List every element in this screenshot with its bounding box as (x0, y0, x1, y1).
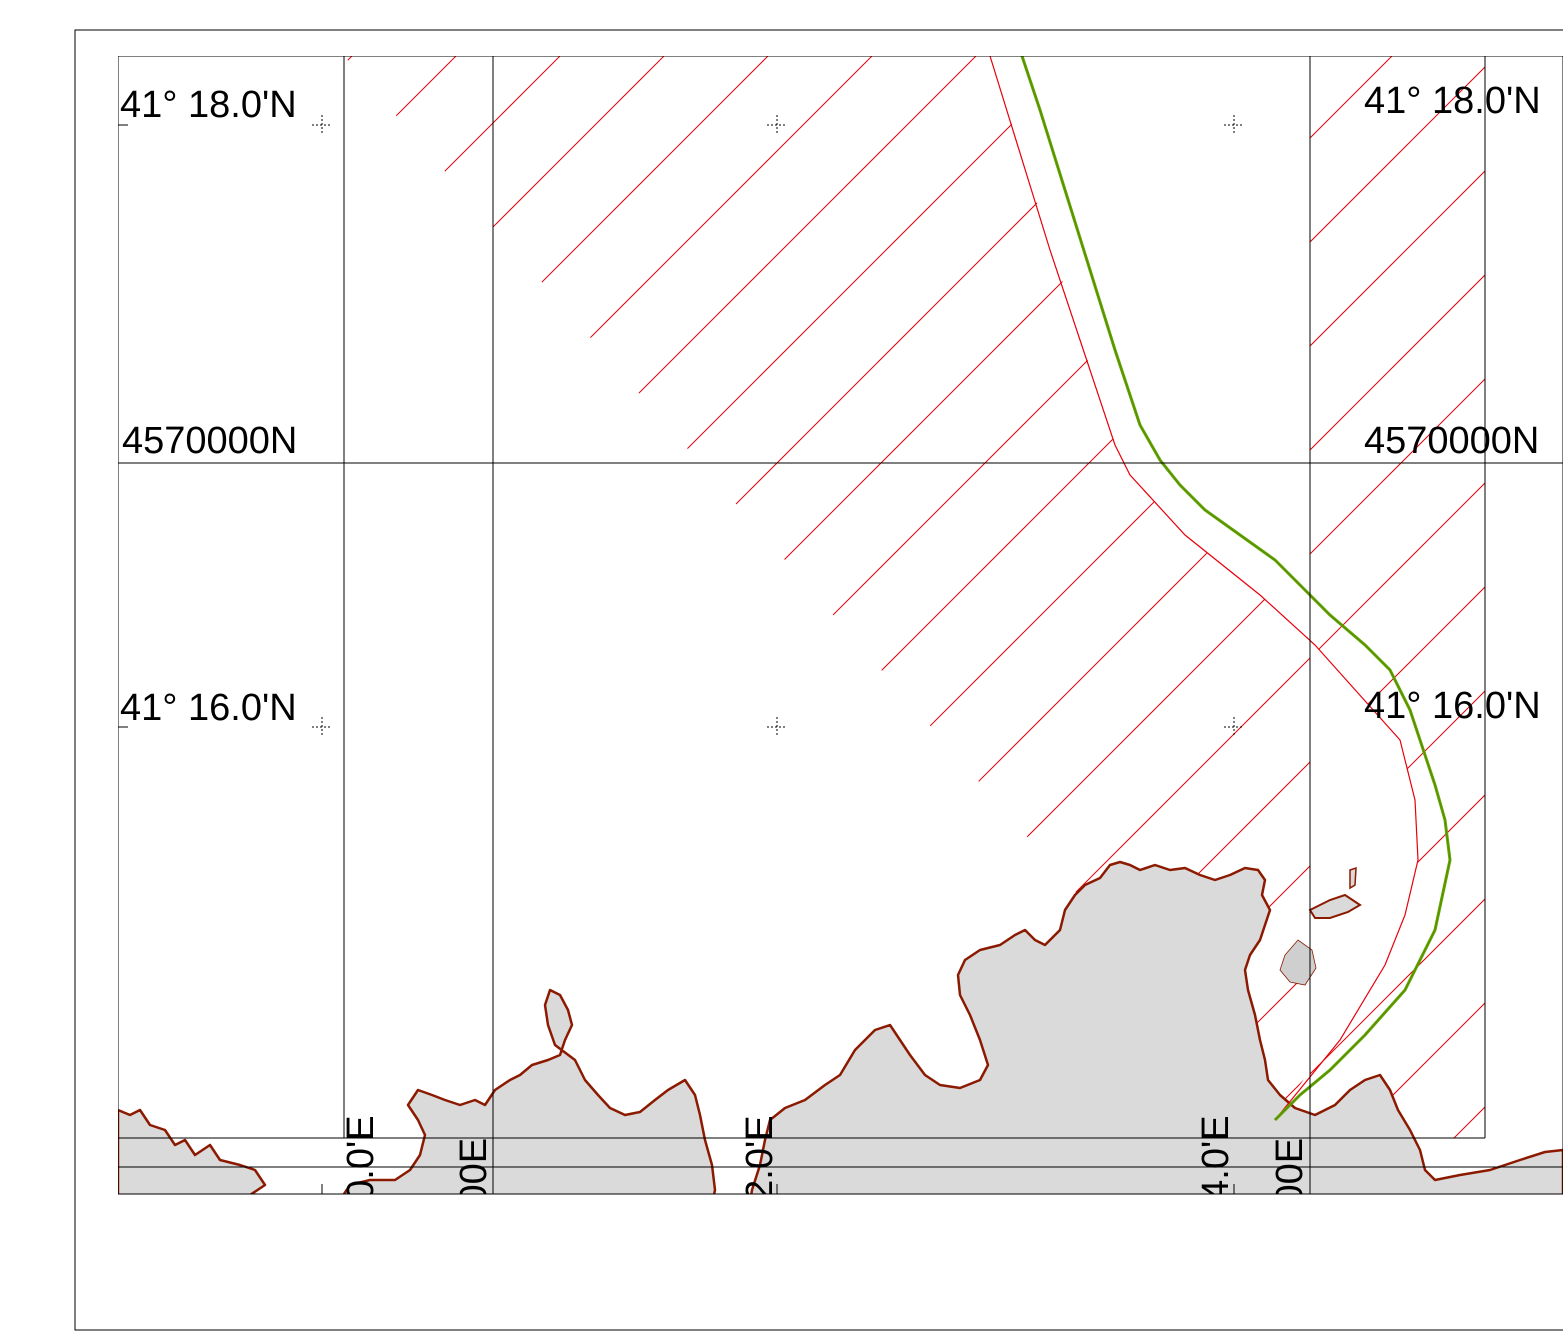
region-label: SARDEGNA (848, 1222, 1062, 1264)
islet-small (1349, 866, 1357, 890)
hatch-line (1399, 56, 1485, 1138)
grid (118, 56, 1563, 1194)
hatch-line (344, 56, 929, 1138)
cross-marker (1224, 717, 1244, 737)
hatch-line (463, 56, 1485, 1138)
hatch-line (567, 56, 1485, 1138)
land-southwest-bay (180, 1278, 270, 1300)
northing-label-4565000-left: 4565000N (122, 1235, 297, 1277)
graticule-crosses (312, 115, 1244, 737)
hatch-line (775, 56, 1485, 1138)
latitude-label-16-left: 41° 16.0'N (120, 687, 297, 729)
hatch-line (671, 56, 1485, 1138)
hatch-line (344, 56, 825, 1138)
cross-marker (1224, 115, 1244, 135)
latitude-label-16-right: 41° 16.0'N (1364, 685, 1541, 727)
islet-east (1308, 893, 1362, 919)
latitude-label-18-left: 41° 18.0'N (120, 84, 297, 126)
hatch-line (359, 56, 1485, 1138)
latitude-label-18-right: 41° 18.0'N (1364, 80, 1541, 122)
map-outer-border (74, 29, 1563, 1331)
sardegna-land (118, 860, 1563, 1194)
longitude-label-09-14: 09° 14.0'E (1195, 1115, 1237, 1290)
cross-marker (767, 717, 787, 737)
easting-label-515000: 515000E (453, 1138, 495, 1290)
northing-label-4570000-right: 4570000N (1364, 420, 1539, 462)
northing-label-4570000-left: 4570000N (122, 420, 297, 462)
cross-marker (312, 717, 332, 737)
longitude-label-09-10: 09° 10.0'E (340, 1115, 382, 1290)
boundary-line (989, 56, 1419, 1121)
longitude-label-09-12: 09° 12.0'E (739, 1115, 781, 1290)
hatch-line (344, 56, 1033, 1138)
hatch-line (344, 56, 1485, 1138)
tick-marks (118, 124, 1235, 1194)
hatch-line (1504, 0, 1563, 1336)
easting-label-520000: 520000E (1269, 1138, 1311, 1290)
islet-rock (1279, 939, 1317, 986)
cross-marker (312, 115, 332, 135)
northing-label-4565000-right: 4565000N (1364, 1235, 1539, 1277)
route-line-outline (1021, 56, 1451, 1121)
cross-marker (767, 115, 787, 135)
